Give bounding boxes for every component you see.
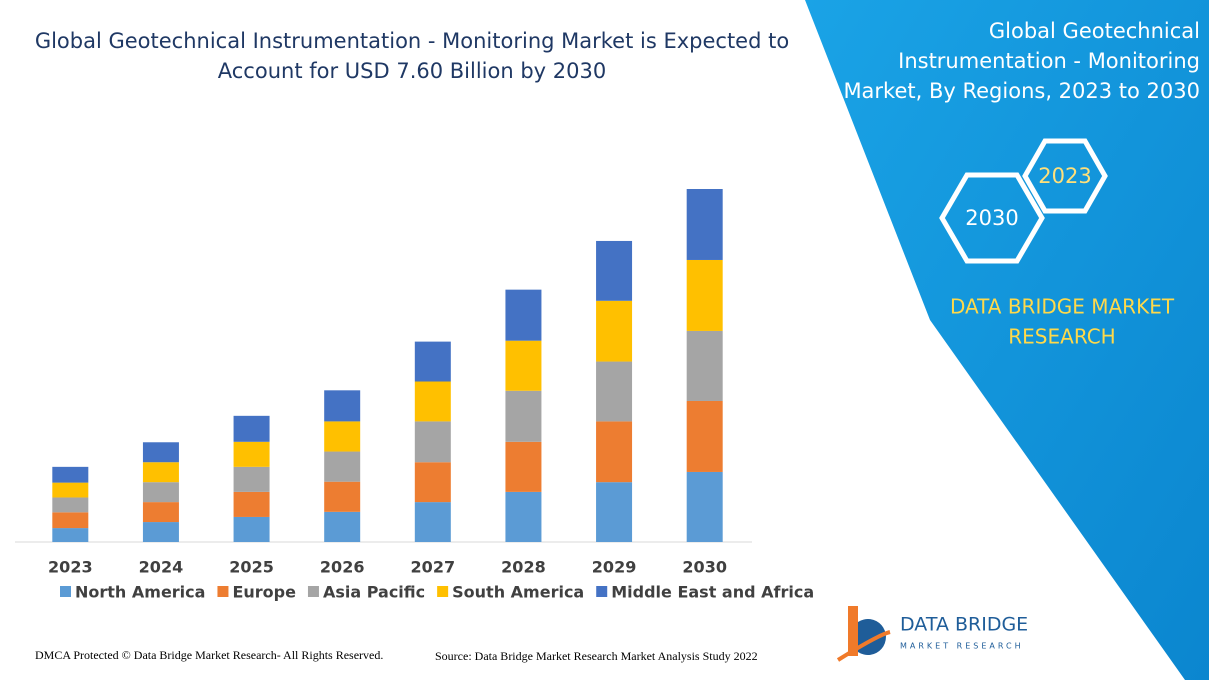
x-tick-label: 2026 [320,558,365,577]
x-tick-label: 2027 [411,558,456,577]
panel-title: Instrumentation - Monitoring [898,49,1200,73]
legend-label: Asia Pacific [323,583,425,602]
source: Source: Data Bridge Market Research Mark… [435,649,758,663]
logo-tagline: MARKET RESEARCH [900,642,1024,651]
bar-segment [596,361,633,422]
legend-swatch [596,586,608,597]
x-tick-label: 2030 [682,558,727,577]
bar-segment [324,390,361,422]
logo-name: DATA BRIDGE [900,614,1028,636]
x-tick-label: 2023 [48,558,93,577]
bar-segment [233,441,270,467]
bar-segment [142,482,179,503]
x-tick-label: 2029 [592,558,637,577]
bar-segment [686,471,723,542]
bar-segment [324,481,361,512]
bar-segment [414,462,451,503]
bar-segment [142,502,179,523]
bar-segment [414,421,451,463]
bar-segment [52,528,89,542]
bar-segment [505,491,542,542]
bar-segment [324,511,361,542]
bar-segment [233,491,270,517]
bar-segment [52,497,89,513]
bar-segment [686,189,723,260]
panel-title: Market, By Regions, 2023 to 2030 [843,79,1200,103]
brand: RESEARCH [1008,325,1115,349]
legend-label: Middle East and Africa [611,583,814,602]
bar-segment [52,482,89,498]
legend-label: Europe [232,583,296,602]
bar-segment [233,516,270,542]
hexagon [1022,138,1108,214]
bar-segment [52,512,89,529]
bar-segment [233,415,270,442]
panel-title: Global Geotechnical [989,19,1200,43]
bar-segment [596,240,633,301]
bar-segment [686,400,723,472]
bar-segment [596,482,633,542]
chart-title: Account for USD 7.60 Billion by 2030 [218,59,606,83]
bar-segment [686,259,723,331]
bar-segment [596,421,633,483]
legend-swatch [307,586,319,597]
bar-segment [505,289,542,341]
copyright: DMCA Protected © Data Bridge Market Rese… [35,648,383,662]
side-panel-bg [805,0,1209,680]
x-tick-label: 2024 [139,558,184,577]
chart-title: Global Geotechnical Instrumentation - Mo… [35,29,789,53]
bar-segment [505,441,542,492]
bar-segment [142,442,179,463]
logo-shape [836,630,891,662]
bar-segment [52,466,89,483]
plot: 2023 2024 2025 2026 2027 2028 2029 2030 North Am… [48,189,814,602]
bar-segment [505,340,542,391]
bar-segment [142,462,179,483]
logo: DATA BRIDGE MARKET RESEARCH [836,606,1028,662]
bar-segment [414,341,451,382]
legend-label: South America [452,583,584,602]
bar-segment [596,300,633,362]
hex-year: 2030 [965,206,1018,230]
legend-swatch [217,586,229,597]
x-tick-label: 2025 [229,558,274,577]
legend-label: North America [75,583,205,602]
hex-year: 2023 [1038,164,1091,188]
bar-segment [324,421,361,452]
bar-segment [233,466,270,492]
bar-segment [324,451,361,482]
bar-segment [142,522,179,542]
bar-segment [505,390,542,442]
bar-segment [414,502,451,542]
hexagon [939,172,1045,264]
x-tick-label: 2028 [501,558,546,577]
brand: DATA BRIDGE MARKET [950,295,1175,319]
bar-segment [686,330,723,401]
legend-swatch [60,586,71,597]
logo-shape [848,606,858,656]
bar-segment [414,381,451,422]
legend-swatch [437,586,449,597]
